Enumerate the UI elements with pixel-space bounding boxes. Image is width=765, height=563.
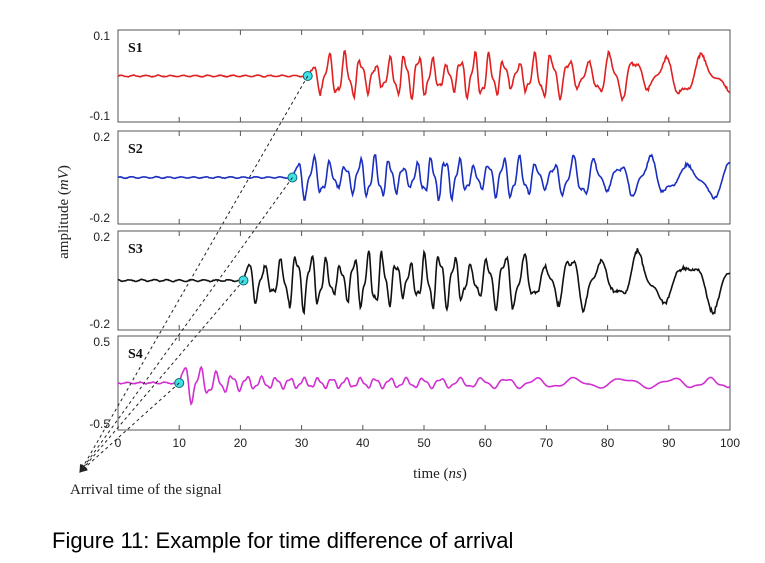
x-tick-label: 0 [115, 436, 122, 450]
y-tick-label: -0.5 [89, 417, 110, 431]
x-tick-label: 20 [234, 436, 248, 450]
svg-text:time (ns): time (ns) [413, 466, 467, 482]
series-line-s3 [117, 248, 731, 316]
x-tick-label: 70 [540, 436, 554, 450]
svg-text:amplitude (mV): amplitude (mV) [56, 165, 72, 259]
arrival-arrow [79, 177, 293, 473]
x-axis-title-unit: ns [449, 466, 463, 482]
x-tick-label: 90 [662, 436, 676, 450]
panel-label: S4 [128, 347, 143, 362]
series-line-s1 [118, 49, 731, 103]
y-tick-label: -0.2 [89, 211, 110, 225]
panel-s1: 0.1 -0.1 S1 [89, 29, 731, 123]
y-axis-title-main: amplitude [56, 199, 72, 259]
y-axis-title-unit: mV [56, 168, 72, 190]
panels: 0.1 -0.1 S1 0.2 -0.2 S2 0.2 -0.2 S3 0.5 -0.5 S4 [89, 29, 731, 431]
arrival-arrows [79, 75, 309, 473]
x-tick-label: 100 [720, 436, 740, 450]
x-tick-label: 30 [295, 436, 309, 450]
x-axis-title: time (ns) [413, 466, 467, 482]
panel-label: S2 [128, 142, 143, 157]
x-tick-label: 50 [417, 436, 431, 450]
y-tick-label: -0.1 [89, 109, 110, 123]
panel-label: S3 [128, 242, 143, 257]
arrival-arrow [79, 382, 180, 473]
x-tick-label: 40 [356, 436, 370, 450]
y-tick-label: -0.2 [89, 317, 110, 331]
x-axis-title-main: time [413, 466, 440, 482]
series-line-s4 [117, 365, 731, 406]
panel-label: S1 [128, 41, 143, 56]
panel-frame [117, 230, 731, 331]
arrival-arrow [79, 75, 309, 473]
series-line-s2 [117, 152, 731, 203]
y-axis-title: amplitude (mV) [56, 165, 72, 259]
figure-caption: Figure 11: Example for time difference o… [52, 528, 514, 553]
x-tick-label: 60 [479, 436, 493, 450]
x-axis-ticks: 0 10 20 30 40 50 60 70 80 90 100 [115, 436, 741, 450]
arrival-annotation: Arrival time of the signal [70, 482, 222, 498]
y-tick-label: 0.5 [93, 335, 110, 349]
panel-s2: 0.2 -0.2 S2 [89, 130, 731, 225]
y-tick-label: 0.1 [93, 29, 110, 43]
x-tick-label: 10 [173, 436, 187, 450]
y-tick-label: 0.2 [93, 230, 110, 244]
arrival-arrow [79, 280, 244, 473]
panel-s3: 0.2 -0.2 S3 [89, 230, 731, 331]
x-tick-label: 80 [601, 436, 615, 450]
panel-s4: 0.5 -0.5 S4 [89, 335, 731, 431]
y-tick-label: 0.2 [93, 130, 110, 144]
